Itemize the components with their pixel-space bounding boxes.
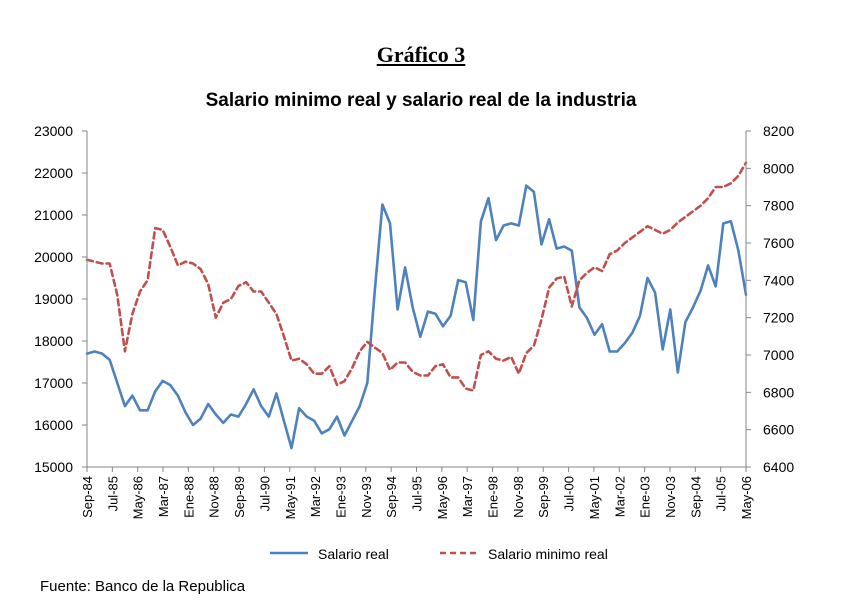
x-tick-label: Nov-93 [359,476,374,518]
x-tick-label: Nov-98 [511,476,526,518]
chart-title: Salario minimo real y salario real de la… [205,90,637,111]
x-tick-label: Ene-88 [181,476,196,518]
figure-label: Gráfico 3 [376,42,466,67]
chart-legend: Salario real Salario minimo real [270,546,608,562]
x-tick-label: Nov-03 [663,476,678,518]
y-right-tick-label: 7200 [763,310,794,326]
y-right-tick-label: 7800 [763,198,794,214]
legend-label-salario-minimo-real: Salario minimo real [488,546,608,562]
y-left-tick-label: 20000 [34,249,73,265]
y-right-tick-label: 8000 [763,160,794,176]
x-tick-label: May-91 [283,476,298,519]
y-right-tick-label: 6600 [763,422,794,438]
x-tick-label: May-96 [435,476,450,519]
x-tick-label: Nov-88 [207,476,222,518]
x-tick-label: Mar-92 [308,476,323,517]
x-tick-label: Mar-02 [612,476,627,517]
legend-label-salario-real: Salario real [318,546,389,562]
x-tick-label: Sep-89 [232,476,247,518]
x-tick-label: Sep-04 [688,476,703,518]
y-left-tick-label: 23000 [34,123,73,139]
x-tick-label: Jul-90 [257,476,272,511]
x-tick-label: Mar-87 [156,476,171,517]
y-right-tick-label: 7000 [763,347,794,363]
y-right-tick-label: 8200 [763,123,794,139]
series-line-salario-real [85,184,748,450]
y-left-tick-label: 21000 [34,207,73,223]
y-left-tick-label: 22000 [34,165,73,181]
x-tick-label: Jul-95 [410,476,425,511]
source-note: Fuente: Banco de la Republica [40,578,246,595]
x-tick-label: Jul-85 [105,476,120,511]
x-tick-label: Jul-05 [714,476,729,511]
x-tick-label: Mar-97 [460,476,475,517]
x-tick-label: Sep-94 [384,476,399,518]
x-tick-label: Ene-98 [486,476,501,518]
y-right-tick-label: 6800 [763,384,794,400]
y-left-tick-label: 19000 [34,291,73,307]
series-line-salario-minimo-real [85,161,748,392]
x-tick-label: May-01 [587,476,602,519]
x-tick-label: May-06 [739,476,754,519]
y-left-tick-label: 16000 [34,417,73,433]
y-left-tick-label: 17000 [34,375,73,391]
x-tick-label: Sep-99 [536,476,551,518]
y-right-tick-label: 7400 [763,272,794,288]
x-tick-label: Jul-00 [562,476,577,511]
x-tick-label: May-86 [131,476,146,519]
y-right-tick-label: 6400 [763,459,794,475]
y-left-tick-label: 18000 [34,333,73,349]
x-tick-label: Sep-84 [80,476,95,518]
y-left-tick-label: 15000 [34,459,73,475]
x-tick-label: Ene-03 [638,476,653,518]
x-tick-label: Ene-93 [333,476,348,518]
y-right-tick-label: 7600 [763,235,794,251]
